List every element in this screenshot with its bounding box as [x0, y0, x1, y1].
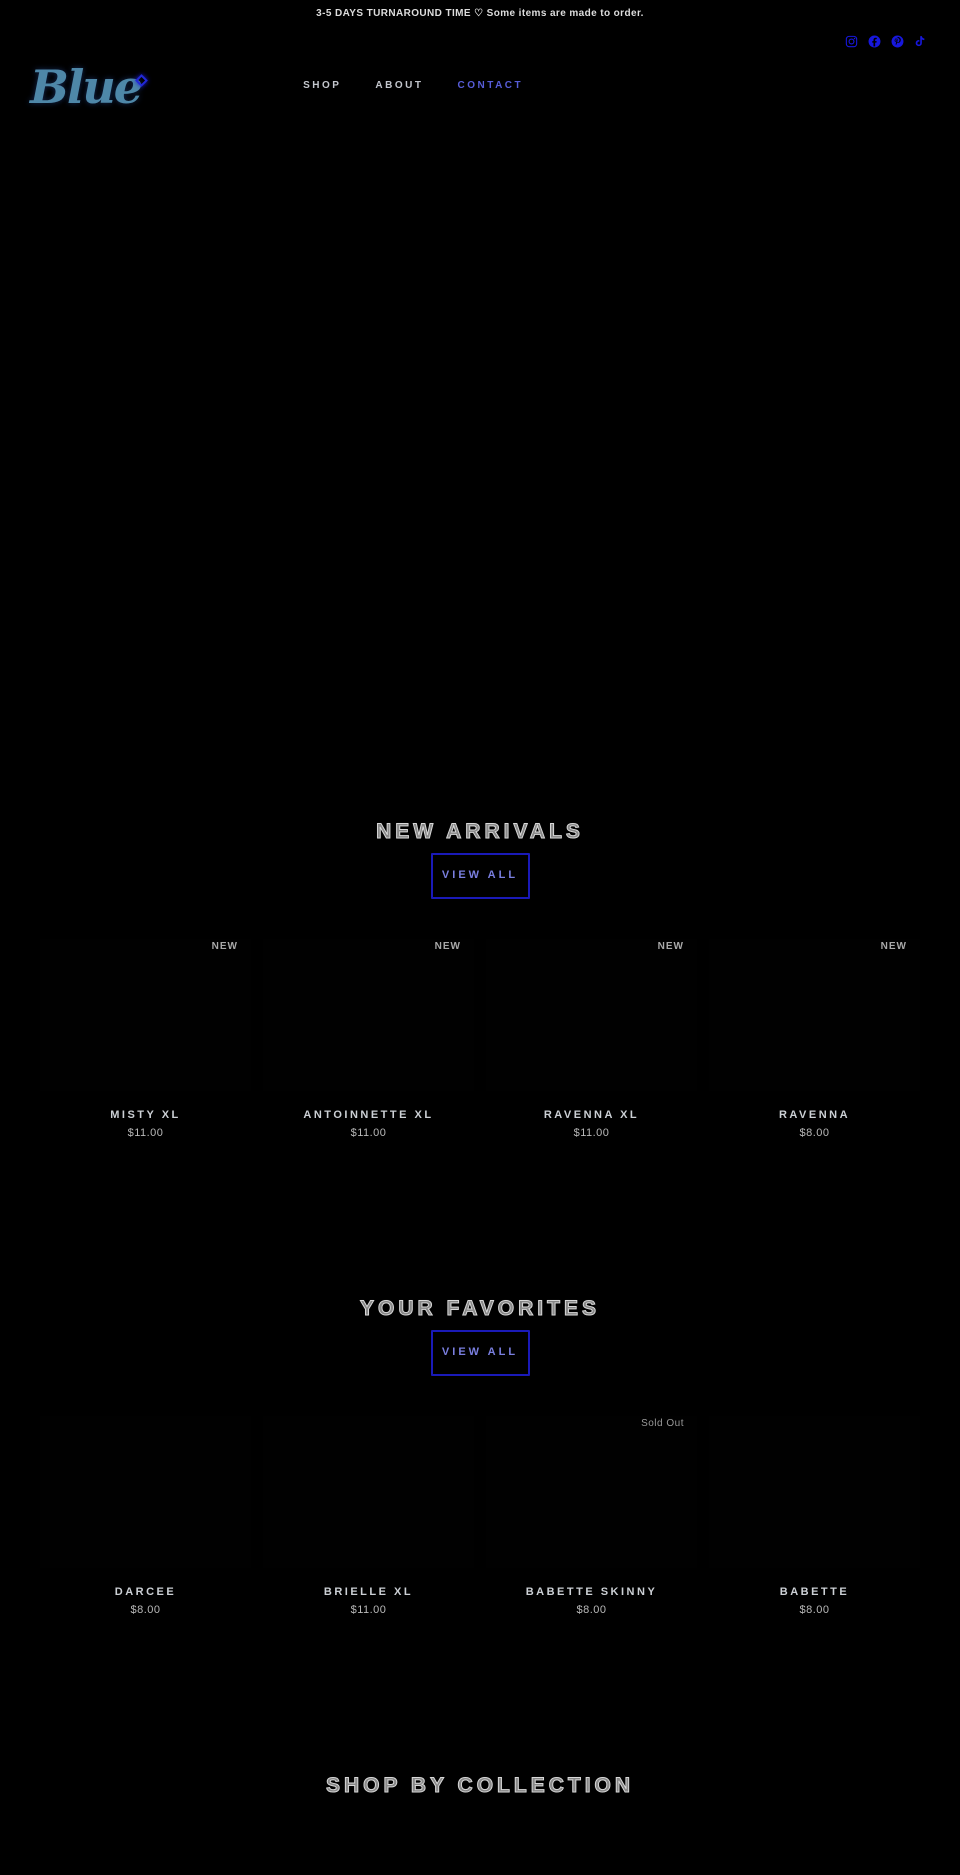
product-badge: NEW — [434, 941, 461, 952]
social-icons-row — [0, 26, 960, 52]
tiktok-icon[interactable] — [914, 35, 927, 48]
nav-item-contact[interactable]: CONTACT — [457, 80, 524, 91]
nav-item-about[interactable]: ABOUT — [375, 80, 424, 91]
product-card[interactable]: NEW MISTY XL $11.00 — [40, 939, 251, 1139]
hero-banner — [0, 156, 960, 804]
product-image[interactable] — [709, 939, 920, 1091]
product-image[interactable] — [486, 1416, 697, 1568]
section-new-arrivals: NEW ARRIVALS VIEW ALL NEW MISTY XL $11.0… — [0, 820, 960, 1139]
product-title[interactable]: RAVENNA XL — [543, 1109, 640, 1121]
product-price: $8.00 — [799, 1127, 830, 1139]
product-badge: NEW — [657, 941, 684, 952]
footer-title: SHOP BY COLLECTION — [325, 1774, 635, 1798]
product-title[interactable]: ANTOINNETTE XL — [303, 1109, 434, 1121]
product-grid: NEW MISTY XL $11.00 NEW ANTOINNETTE XL $… — [40, 939, 920, 1139]
product-image[interactable] — [40, 1416, 251, 1568]
announcement-bar: 3-5 DAYS TURNAROUND TIME ♡ Some items ar… — [0, 0, 960, 26]
product-title[interactable]: BRIELLE XL — [323, 1586, 414, 1598]
site-header: Blue SHOP ABOUT CONTACT — [0, 52, 960, 156]
product-card[interactable]: NEW ANTOINNETTE XL $11.00 — [263, 939, 474, 1139]
product-price: $8.00 — [576, 1604, 607, 1616]
product-card[interactable]: NEW RAVENNA $8.00 — [709, 939, 920, 1139]
product-price: $8.00 — [799, 1604, 830, 1616]
product-price: $11.00 — [573, 1127, 610, 1139]
section-title: NEW ARRIVALS — [376, 820, 584, 844]
sold-out-badge: Sold Out — [641, 1418, 684, 1429]
nav-item-shop[interactable]: SHOP — [303, 80, 342, 91]
section-title: YOUR FAVORITES — [360, 1297, 600, 1321]
instagram-icon[interactable] — [845, 35, 858, 48]
footer-section: SHOP BY COLLECTION — [0, 1774, 960, 1868]
product-image[interactable] — [263, 1416, 474, 1568]
product-price: $11.00 — [350, 1604, 387, 1616]
store-logo[interactable]: Blue — [30, 60, 148, 114]
view-all-button[interactable]: VIEW ALL — [430, 1330, 530, 1376]
product-title[interactable]: MISTY XL — [110, 1109, 181, 1121]
product-badge: NEW — [880, 941, 907, 952]
product-title[interactable]: BABETTE — [779, 1586, 850, 1598]
facebook-icon[interactable] — [868, 35, 881, 48]
product-card[interactable]: BRIELLE XL $11.00 — [263, 1416, 474, 1616]
product-card[interactable]: Sold Out BABETTE SKINNY $8.00 — [486, 1416, 697, 1616]
section-your-favorites: YOUR FAVORITES VIEW ALL DARCEE $8.00 BRI… — [0, 1297, 960, 1616]
product-image[interactable] — [709, 1416, 920, 1568]
product-image[interactable] — [40, 939, 251, 1091]
product-title[interactable]: RAVENNA — [778, 1109, 851, 1121]
product-badge: NEW — [211, 941, 238, 952]
view-all-button[interactable]: VIEW ALL — [430, 853, 530, 899]
main-nav: SHOP ABOUT CONTACT — [303, 80, 523, 91]
product-image[interactable] — [486, 939, 697, 1091]
product-image[interactable] — [263, 939, 474, 1091]
product-card[interactable]: BABETTE $8.00 — [709, 1416, 920, 1616]
pinterest-icon[interactable] — [891, 35, 904, 48]
product-card[interactable]: DARCEE $8.00 — [40, 1416, 251, 1616]
product-title[interactable]: BABETTE SKINNY — [525, 1586, 658, 1598]
product-price: $8.00 — [130, 1604, 161, 1616]
store-logo-text: Blue — [30, 60, 143, 114]
product-card[interactable]: NEW RAVENNA XL $11.00 — [486, 939, 697, 1139]
product-price: $11.00 — [127, 1127, 164, 1139]
product-grid: DARCEE $8.00 BRIELLE XL $11.00 Sold Out … — [40, 1416, 920, 1616]
product-price: $11.00 — [350, 1127, 387, 1139]
announcement-text: 3-5 DAYS TURNAROUND TIME ♡ Some items ar… — [316, 7, 644, 19]
product-title[interactable]: DARCEE — [114, 1586, 177, 1598]
